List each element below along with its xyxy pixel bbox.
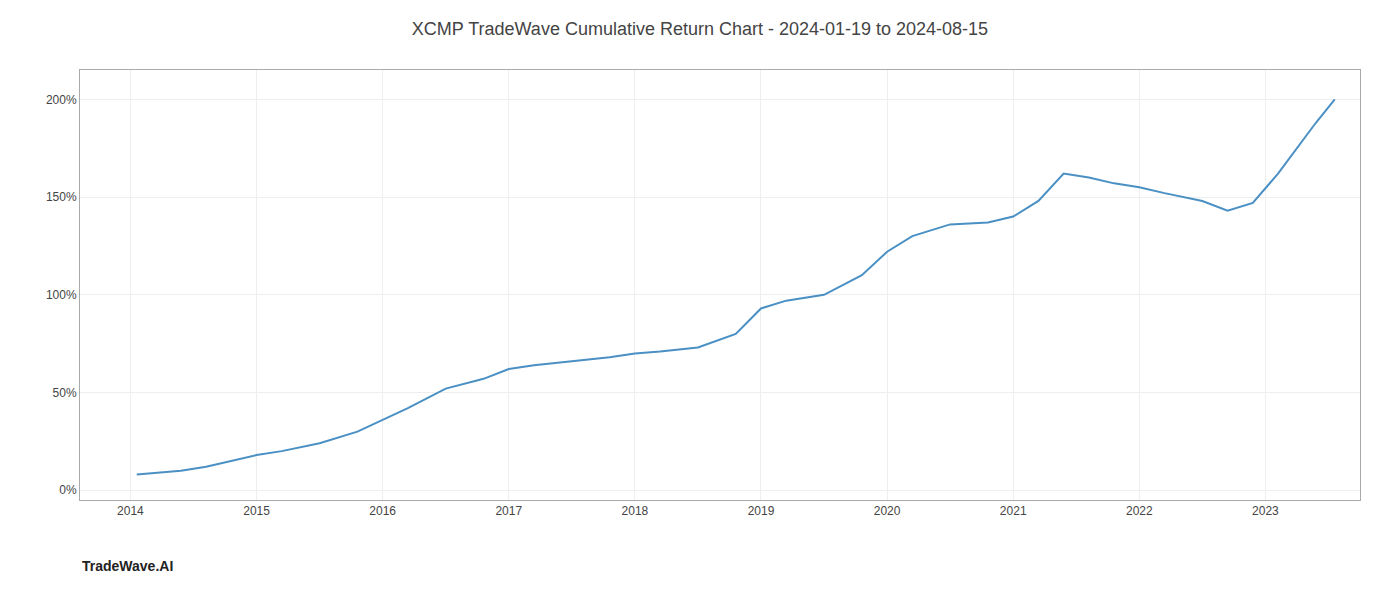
svg-text:150%: 150% <box>46 190 77 204</box>
svg-text:2022: 2022 <box>1126 504 1153 518</box>
svg-text:2021: 2021 <box>1000 504 1027 518</box>
svg-text:200%: 200% <box>46 93 77 107</box>
svg-text:2014: 2014 <box>117 504 144 518</box>
svg-text:2020: 2020 <box>874 504 901 518</box>
svg-text:2015: 2015 <box>243 504 270 518</box>
svg-text:2018: 2018 <box>622 504 649 518</box>
svg-text:0%: 0% <box>59 483 77 497</box>
svg-text:50%: 50% <box>53 386 77 400</box>
svg-text:TradeWave.AI: TradeWave.AI <box>82 558 173 574</box>
svg-text:2016: 2016 <box>369 504 396 518</box>
svg-text:2017: 2017 <box>495 504 522 518</box>
svg-text:2023: 2023 <box>1252 504 1279 518</box>
svg-text:XCMP TradeWave Cumulative Retu: XCMP TradeWave Cumulative Return Chart -… <box>412 19 988 39</box>
svg-text:100%: 100% <box>46 288 77 302</box>
svg-text:2019: 2019 <box>748 504 775 518</box>
